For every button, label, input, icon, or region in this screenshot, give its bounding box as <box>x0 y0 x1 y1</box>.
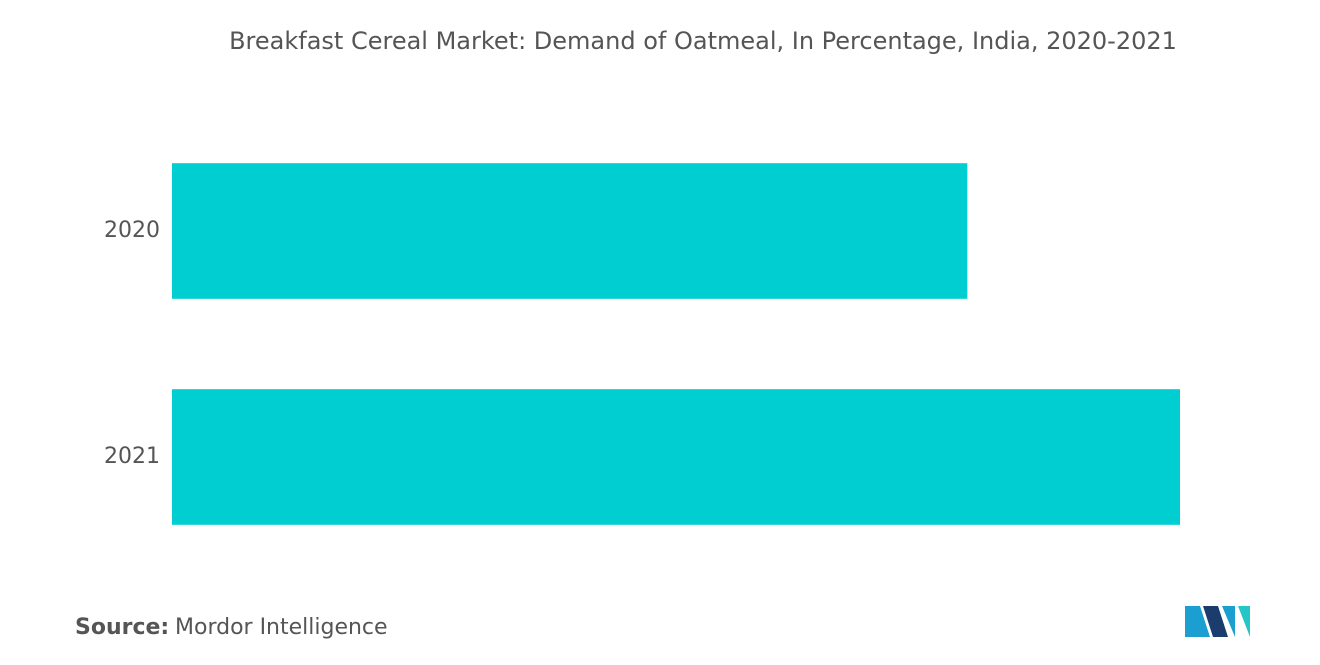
y-tick-label: 2021 <box>104 444 160 469</box>
source-text: Mordor Intelligence <box>175 615 388 640</box>
logo <box>1185 606 1250 637</box>
chart-title: Breakfast Cereal Market: Demand of Oatme… <box>229 27 1177 55</box>
bar <box>172 163 968 299</box>
bar <box>172 389 1180 525</box>
y-tick-label: 2020 <box>104 218 160 243</box>
source-label: Source: <box>75 615 169 640</box>
